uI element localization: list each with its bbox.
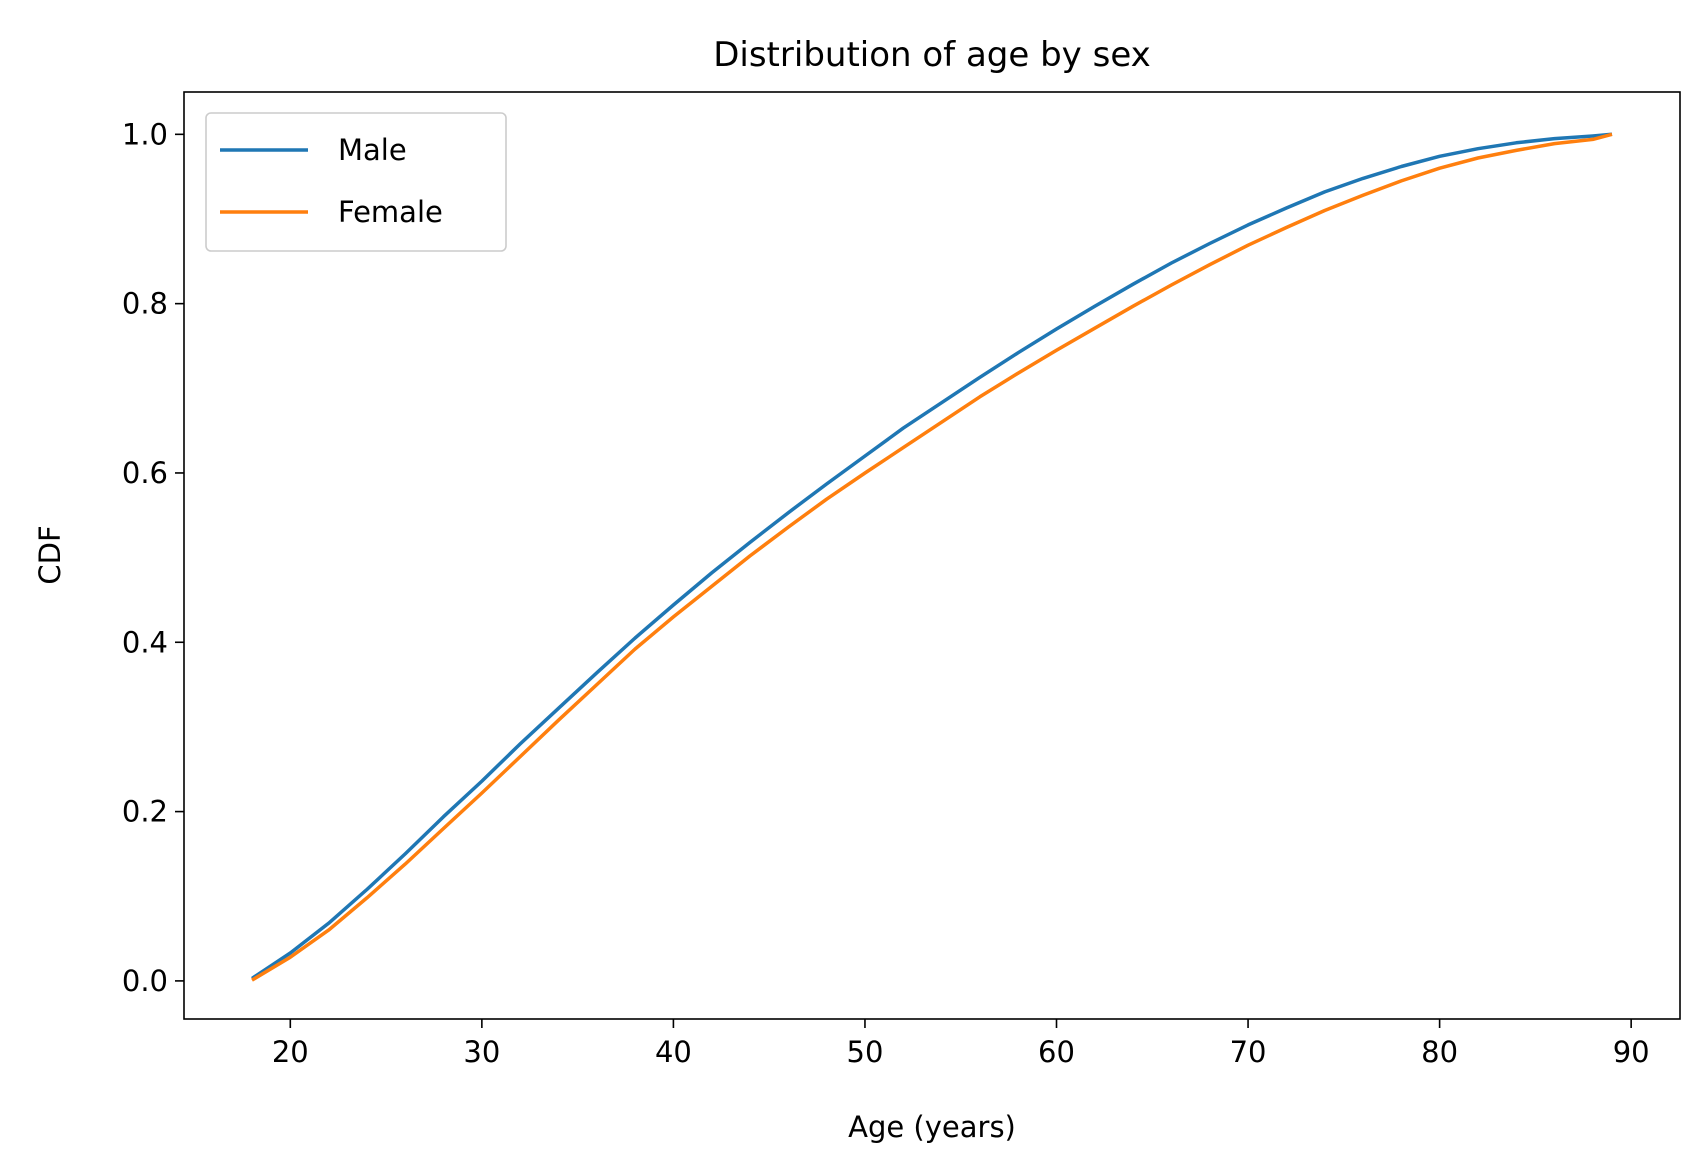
plot-area: 20 30 40 50 60 70 80 90 0.0 0.2 0.4 0.6 0.8 1.0 — [122, 91, 1681, 1069]
y-tick-label: 0.6 — [122, 456, 168, 490]
y-tick-label: 0.8 — [122, 287, 168, 321]
series-lines — [251, 132, 1613, 982]
legend-box — [205, 112, 507, 252]
x-axis-ticks: 20 30 40 50 60 70 80 90 — [272, 1019, 1650, 1069]
chart-title: Distribution of age by sex — [713, 35, 1151, 75]
x-tick-label: 70 — [1230, 1035, 1267, 1069]
x-tick-label: 90 — [1613, 1035, 1650, 1069]
plot-frame — [183, 91, 1681, 1020]
x-tick-label: 80 — [1421, 1035, 1458, 1069]
series-line-male — [251, 132, 1613, 980]
legend-label-male: Male — [338, 133, 407, 167]
y-tick-label: 0.2 — [122, 795, 168, 829]
y-tick-label: 1.0 — [122, 117, 168, 151]
x-tick-label: 50 — [847, 1035, 884, 1069]
y-axis-ticks: 0.0 0.2 0.4 0.6 0.8 1.0 — [122, 117, 184, 998]
x-tick-label: 30 — [463, 1035, 500, 1069]
y-tick-label: 0.0 — [122, 964, 168, 998]
x-axis-label: Age (years) — [848, 1110, 1016, 1144]
series-line-female — [251, 132, 1613, 982]
x-tick-label: 40 — [655, 1035, 692, 1069]
legend: Male Female — [205, 112, 507, 252]
x-tick-label: 20 — [272, 1035, 309, 1069]
y-tick-label: 0.4 — [122, 625, 168, 659]
legend-label-female: Female — [338, 195, 443, 229]
x-tick-label: 60 — [1038, 1035, 1075, 1069]
y-axis-label: CDF — [33, 525, 67, 584]
